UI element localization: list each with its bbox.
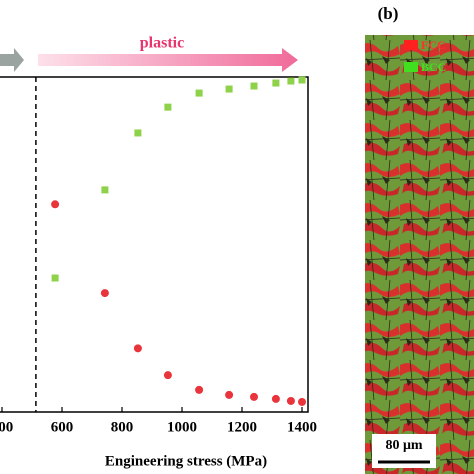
point [51,200,60,209]
point [133,344,142,353]
point [298,397,306,406]
point [271,394,280,403]
point [286,396,295,405]
plot-frame [0,76,309,413]
point [100,289,109,298]
point [298,76,306,84]
x-axis-label: Engineering stress (MPa) [105,453,267,469]
point [163,371,172,380]
point [51,274,59,282]
point [195,385,204,394]
x-tick-label: 1200 [227,419,257,435]
legend-swatch [404,62,418,72]
x-tick-label: 1000 [167,419,197,435]
x-tick-label: 400 [0,419,13,435]
point [225,390,234,399]
point [250,392,258,401]
annotation: plastic [140,35,184,52]
point [164,103,172,111]
panel-label: (b) [378,4,399,23]
point [287,77,295,85]
micrograph [365,35,474,474]
point [195,89,203,97]
x-tick-label: 800 [111,419,134,435]
scale-bar-label: 80 μm [385,438,422,453]
point [225,85,233,93]
point [101,186,109,194]
x-tick-label: 1400 [287,419,317,435]
plastic-arrow [38,48,298,72]
x-tick-label: 600 [51,419,74,435]
legend-swatch [404,40,418,50]
elastic-arrow [0,48,24,72]
point [134,129,142,137]
point [250,82,258,90]
point [272,79,280,87]
legend-label: BCC [421,60,446,74]
legend-label: FCC [421,38,446,52]
